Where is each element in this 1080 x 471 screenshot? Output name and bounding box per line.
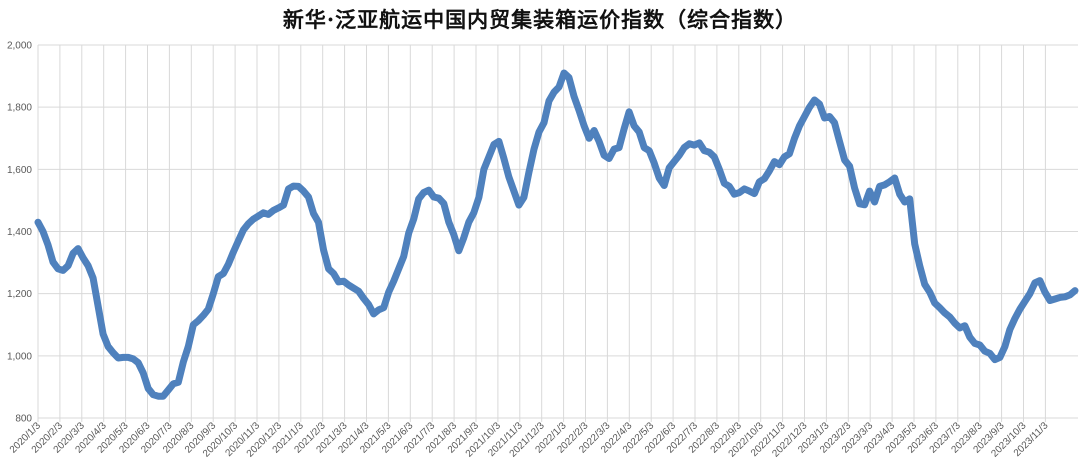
y-tick-label: 1,400 bbox=[7, 227, 32, 238]
x-axis: 2020/1/32020/2/32020/3/32020/4/32020/5/3… bbox=[8, 420, 1051, 460]
y-tick-label: 1,600 bbox=[7, 165, 32, 176]
gridlines bbox=[37, 44, 1078, 422]
y-tick-label: 1,000 bbox=[7, 351, 32, 362]
chart-title: 新华·泛亚航运中国内贸集装箱运价指数（综合指数） bbox=[282, 7, 798, 32]
plot-area bbox=[34, 69, 1079, 400]
y-tick-label: 800 bbox=[15, 414, 32, 425]
y-tick-label: 2,000 bbox=[7, 41, 32, 52]
series-line bbox=[34, 69, 1079, 400]
y-axis: 800 1,000 1,200 1,400 1,600 1,800 2,000 bbox=[7, 41, 32, 425]
y-tick-label: 1,800 bbox=[7, 103, 32, 114]
y-tick-label: 1,200 bbox=[7, 289, 32, 300]
